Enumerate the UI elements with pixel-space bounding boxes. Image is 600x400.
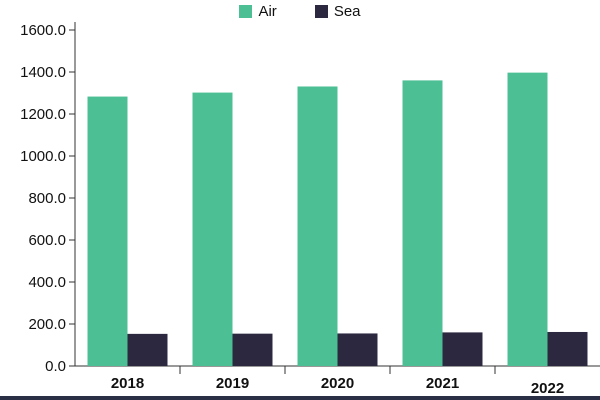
- y-tick-label: 1600.0: [20, 22, 66, 39]
- y-tick-label: 1400.0: [20, 64, 66, 81]
- x-category-label: 2019: [216, 375, 249, 392]
- legend-swatch-air: [239, 4, 253, 18]
- legend-label-sea: Sea: [333, 2, 361, 20]
- x-category-label: 2021: [426, 375, 459, 392]
- legend-swatch-sea: [314, 4, 328, 18]
- bar-air-2022: [507, 72, 548, 366]
- bar-air-2019: [192, 92, 233, 366]
- bar-air-2021: [402, 80, 443, 367]
- y-tick-label: 0.0: [45, 358, 66, 375]
- bar-sea-2022: [547, 331, 588, 366]
- bottom-border: [0, 396, 600, 400]
- bar-air-2018: [87, 96, 128, 366]
- legend-item-air: Air: [239, 2, 277, 20]
- x-category-label: 2020: [321, 375, 354, 392]
- legend-label-air: Air: [258, 2, 277, 20]
- y-tick-label: 400.0: [28, 274, 66, 291]
- bar-sea-2020: [337, 333, 378, 366]
- bar-sea-2021: [442, 332, 483, 366]
- y-tick-label: 600.0: [28, 232, 66, 249]
- y-tick-label: 1000.0: [20, 148, 66, 165]
- bar-sea-2019: [232, 333, 273, 366]
- legend-item-sea: Sea: [314, 2, 361, 20]
- chart-legend: Air Sea: [0, 0, 600, 22]
- y-tick-label: 800.0: [28, 190, 66, 207]
- bar-sea-2018: [127, 333, 168, 366]
- bar-air-2020: [297, 86, 338, 367]
- x-category-label: 2022: [531, 380, 564, 397]
- y-tick-label: 1200.0: [20, 106, 66, 123]
- y-tick-label: 200.0: [28, 316, 66, 333]
- x-category-label: 2018: [111, 375, 144, 392]
